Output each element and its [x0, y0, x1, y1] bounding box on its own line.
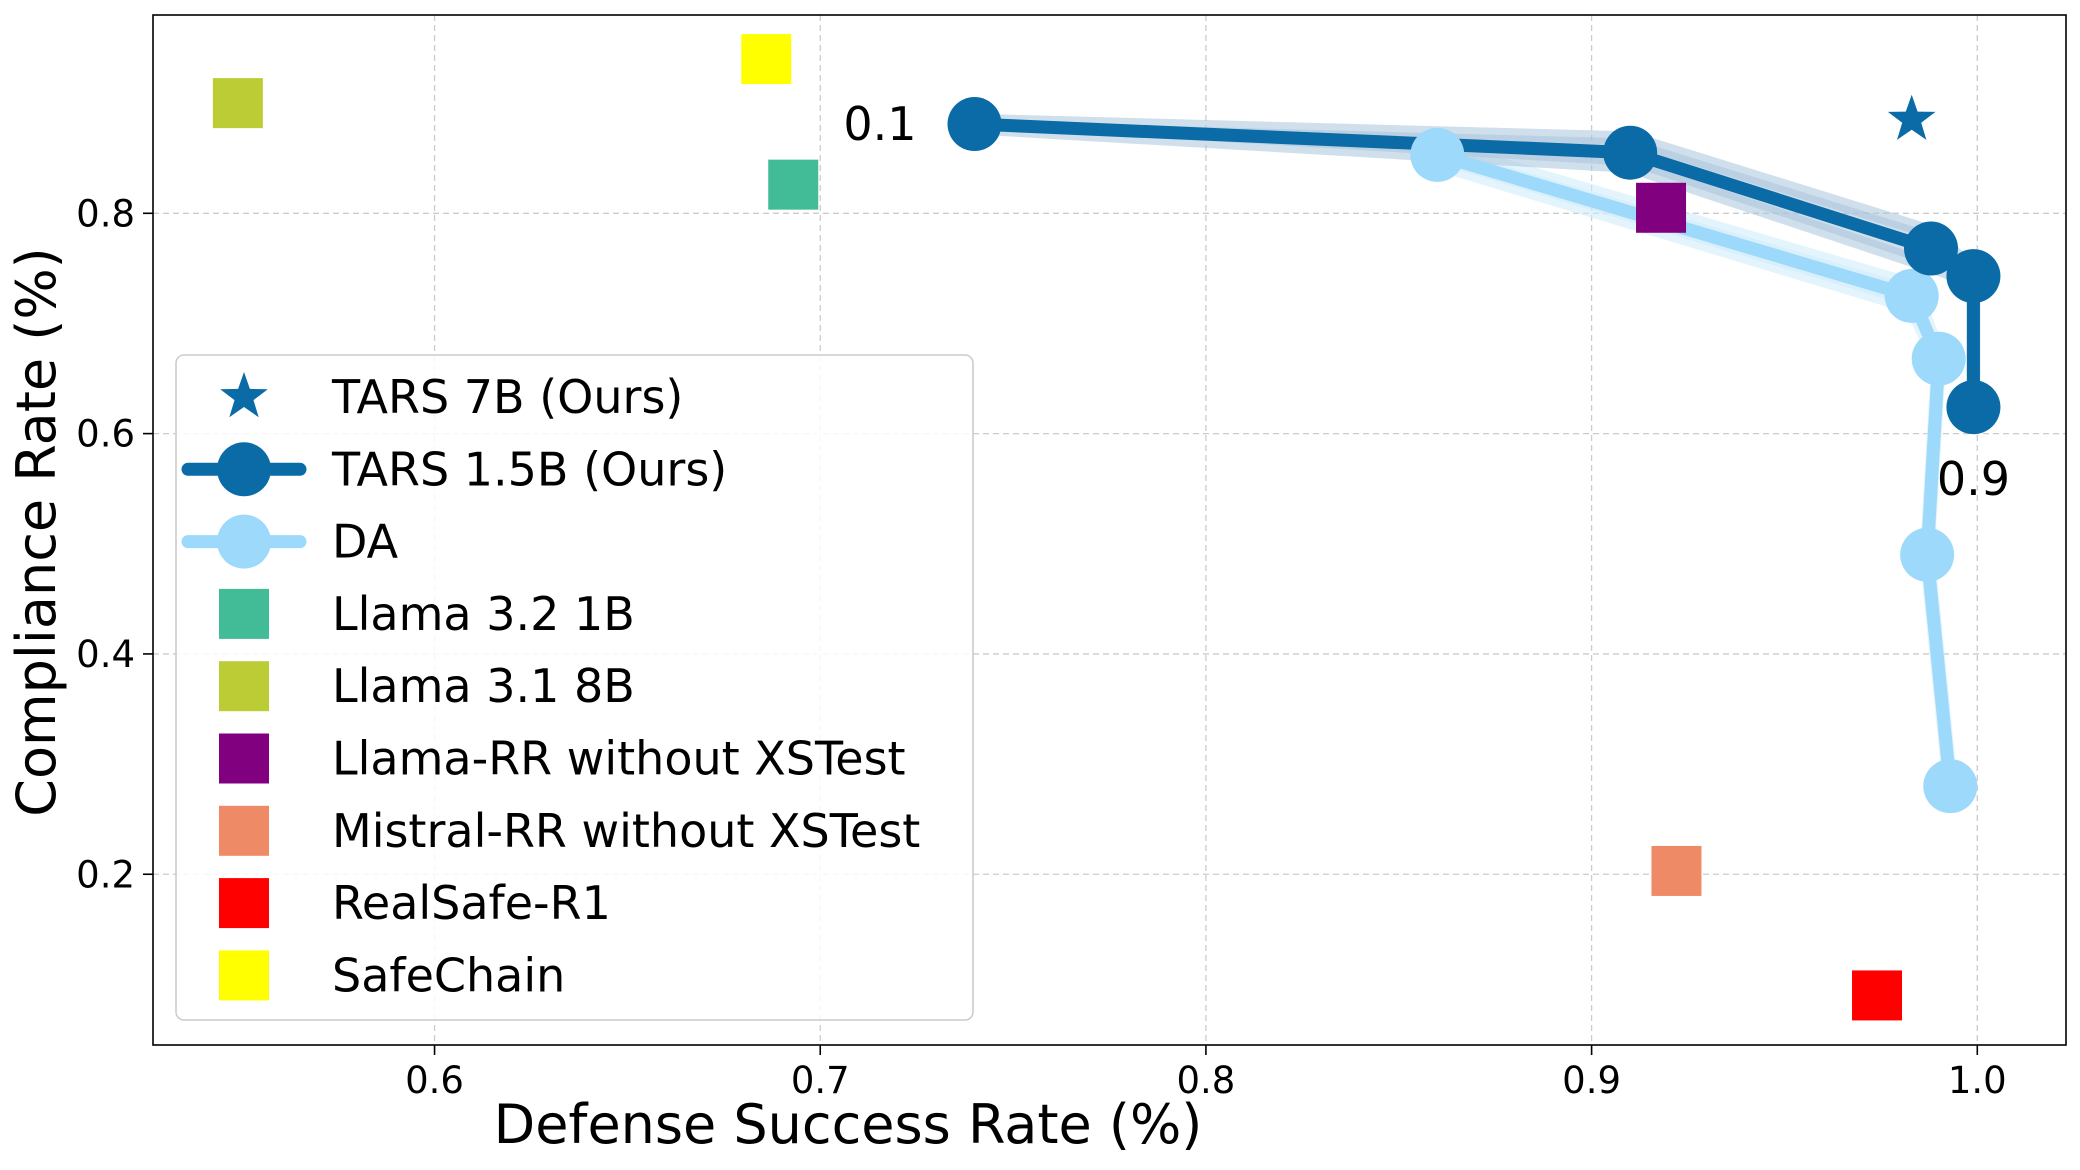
- legend-swatch-line: [181, 514, 307, 569]
- legend-label: TARS 1.5B (Ours): [331, 442, 727, 496]
- legend-entry-llama-rr: Llama-RR without XSTest: [219, 732, 906, 786]
- y-tick-label: 0.6: [76, 413, 135, 456]
- legend-label: Llama 3.1 8B: [332, 659, 635, 713]
- x-axis-label: Defense Success Rate (%): [494, 1093, 1203, 1156]
- legend-entry-mistral-rr: Mistral-RR without XSTest: [219, 804, 920, 858]
- legend-entry-tars-7b: TARS 7B (Ours): [220, 370, 683, 424]
- legend: TARS 7B (Ours) TARS 1.5B (Ours) DA Llama…: [175, 354, 974, 1021]
- legend-label: SafeChain: [332, 948, 565, 1002]
- x-tick-labels: 0.6 0.7 0.8 0.9 1.0: [405, 1059, 2007, 1102]
- point-llama-3-2-1b: [768, 159, 819, 210]
- legend-box: [175, 354, 974, 1021]
- axis-ticks: [143, 212, 1979, 1055]
- legend-swatch-square: [219, 661, 269, 712]
- legend-entry-llama-3-1-8b: Llama 3.1 8B: [219, 659, 635, 713]
- point-annotations: 0.1 0.9: [843, 97, 2010, 506]
- point-da: [1923, 759, 1978, 814]
- point-safechain: [741, 34, 792, 85]
- data-markers: [212, 34, 2001, 1021]
- legend-swatch-square: [219, 878, 269, 929]
- y-axis-label: Compliance Rate (%): [5, 247, 68, 816]
- point-tars-1-5b-ours: [1946, 380, 2001, 435]
- legend-swatch-star: [220, 372, 268, 418]
- legend-label: DA: [332, 515, 399, 569]
- y-tick-labels: 0.2 0.4 0.6 0.8: [76, 192, 135, 896]
- point-llama-3-1-8b: [212, 78, 263, 129]
- annotation-0-9: 0.9: [1937, 452, 2010, 506]
- legend-square-marker: [219, 588, 269, 639]
- legend-entries: TARS 7B (Ours) TARS 1.5B (Ours) DA Llama…: [181, 370, 920, 1002]
- legend-star-marker: [220, 372, 268, 418]
- point-da: [1911, 331, 1966, 386]
- point-tars-1-5b-ours: [1904, 221, 1959, 276]
- legend-square-marker: [219, 878, 269, 929]
- point-realsafe-r1: [1852, 970, 1903, 1021]
- y-tick-label: 0.4: [76, 633, 135, 676]
- point-tars-1-5b-ours: [1603, 125, 1658, 180]
- annotation-0-1: 0.1: [843, 97, 916, 151]
- y-tick-label: 0.8: [76, 192, 135, 235]
- legend-swatch-square: [219, 588, 269, 639]
- legend-entry-realsafe-r1: RealSafe-R1: [219, 876, 611, 930]
- confidence-bands: [967, 113, 1981, 800]
- legend-square-marker: [219, 661, 269, 712]
- legend-label: RealSafe-R1: [332, 876, 611, 930]
- legend-entry-llama-3-2-1b: Llama 3.2 1B: [219, 587, 635, 641]
- legend-circle-marker: [217, 442, 271, 497]
- legend-label: TARS 7B (Ours): [331, 370, 683, 424]
- legend-entry-safechain: SafeChain: [219, 948, 565, 1002]
- legend-label: Llama-RR without XSTest: [332, 732, 906, 786]
- legend-square-marker: [219, 950, 269, 1001]
- legend-square-marker: [219, 805, 269, 856]
- point-da: [1410, 127, 1465, 182]
- point-tars-7b-ours: [1887, 94, 1936, 140]
- legend-swatch-square: [219, 733, 269, 784]
- x-tick-label: 0.6: [405, 1059, 464, 1102]
- point-da: [1900, 527, 1955, 582]
- x-tick-label: 0.7: [791, 1059, 850, 1102]
- point-tars-1-5b-ours: [947, 97, 1002, 152]
- legend-swatch-square: [219, 805, 269, 856]
- legend-square-marker: [219, 733, 269, 784]
- x-tick-label: 1.0: [1948, 1059, 2007, 1102]
- point-tars-1-5b-ours: [1946, 249, 2001, 304]
- legend-label: Mistral-RR without XSTest: [332, 804, 920, 858]
- legend-swatch-line: [181, 442, 307, 497]
- point-llama-rr-without-xstest: [1636, 182, 1687, 233]
- x-tick-label: 0.8: [1176, 1059, 1235, 1102]
- point-mistral-rr-without-xstest: [1651, 845, 1702, 896]
- plot-frame: [152, 14, 2067, 1046]
- legend-label: Llama 3.2 1B: [332, 587, 635, 641]
- y-tick-label: 0.2: [76, 853, 135, 896]
- legend-entry-da: DA: [181, 514, 399, 569]
- legend-entry-tars-1-5b: TARS 1.5B (Ours): [181, 442, 727, 497]
- x-tick-label: 0.9: [1562, 1059, 1621, 1102]
- legend-circle-marker: [217, 514, 271, 569]
- legend-swatch-square: [219, 950, 269, 1001]
- point-da: [1884, 268, 1939, 323]
